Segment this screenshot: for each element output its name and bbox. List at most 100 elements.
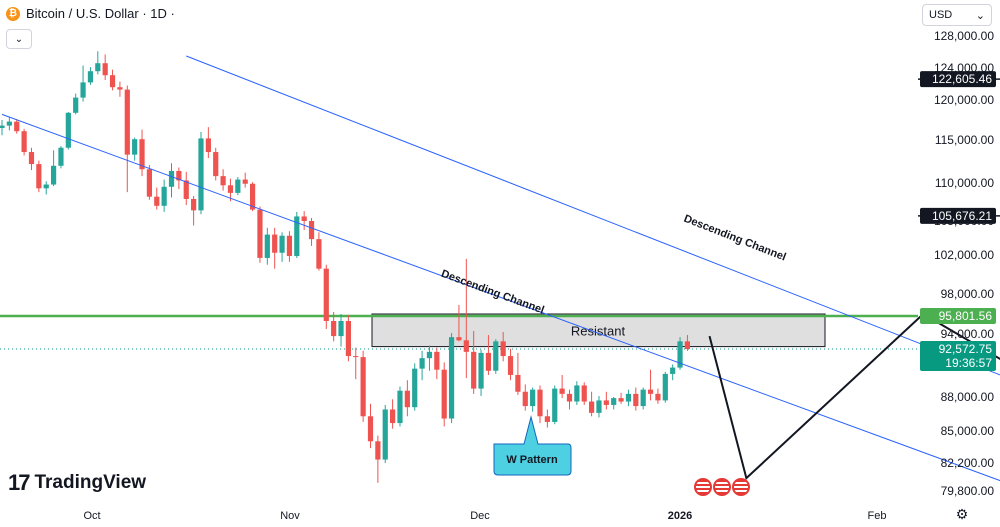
candle[interactable] bbox=[581, 385, 587, 402]
price-tag[interactable] bbox=[920, 207, 996, 224]
candle[interactable] bbox=[65, 112, 71, 148]
us-flag-icon[interactable] bbox=[713, 478, 731, 496]
candle[interactable] bbox=[264, 234, 270, 258]
candle[interactable] bbox=[257, 209, 263, 258]
candle[interactable] bbox=[95, 63, 101, 72]
candle[interactable] bbox=[323, 268, 329, 321]
candle[interactable] bbox=[36, 164, 42, 189]
settings-gear-icon[interactable]: ⚙ bbox=[955, 506, 969, 522]
candle[interactable] bbox=[441, 369, 447, 419]
us-flag-icon[interactable] bbox=[694, 478, 712, 496]
candle[interactable] bbox=[102, 63, 108, 76]
w-pattern-badge[interactable] bbox=[493, 415, 572, 476]
candle[interactable] bbox=[404, 390, 410, 408]
candle[interactable] bbox=[161, 186, 167, 206]
price-tag[interactable] bbox=[920, 71, 996, 88]
candle[interactable] bbox=[272, 234, 278, 253]
candle[interactable] bbox=[286, 235, 293, 256]
us-flag-icon[interactable] bbox=[732, 478, 750, 496]
candle[interactable] bbox=[419, 358, 425, 369]
candle[interactable] bbox=[544, 416, 550, 422]
candle[interactable] bbox=[375, 441, 381, 460]
candle[interactable] bbox=[294, 216, 300, 256]
channel-line[interactable] bbox=[1, 113, 1000, 495]
symbol-header[interactable]: ₿ Bitcoin / U.S. Dollar · 1D · bbox=[6, 6, 175, 21]
candle[interactable] bbox=[537, 389, 543, 417]
candle[interactable] bbox=[500, 341, 506, 357]
candle[interactable] bbox=[530, 389, 536, 407]
candle[interactable] bbox=[566, 393, 573, 402]
candle[interactable] bbox=[301, 216, 307, 221]
candle[interactable] bbox=[670, 367, 676, 374]
candle[interactable] bbox=[227, 185, 234, 193]
candle[interactable] bbox=[633, 393, 639, 407]
candle[interactable] bbox=[574, 385, 580, 402]
collapse-button[interactable]: ⌄ bbox=[6, 29, 32, 49]
candle[interactable] bbox=[448, 337, 455, 419]
candle[interactable] bbox=[662, 373, 668, 401]
candle[interactable] bbox=[146, 169, 152, 197]
candle[interactable] bbox=[456, 337, 462, 341]
candle[interactable] bbox=[117, 87, 123, 90]
candle[interactable] bbox=[493, 341, 499, 371]
price-tag[interactable] bbox=[920, 307, 996, 324]
channel-line[interactable] bbox=[186, 55, 1000, 446]
candle[interactable] bbox=[353, 356, 359, 358]
price-tag[interactable] bbox=[920, 340, 996, 371]
candle[interactable] bbox=[625, 393, 632, 402]
candle[interactable] bbox=[367, 416, 374, 442]
candle[interactable] bbox=[205, 138, 211, 153]
candle[interactable] bbox=[168, 170, 175, 187]
candle[interactable] bbox=[191, 198, 197, 211]
candle[interactable] bbox=[618, 398, 624, 402]
candle[interactable] bbox=[485, 352, 492, 371]
candle[interactable] bbox=[249, 183, 256, 210]
candle[interactable] bbox=[507, 356, 514, 375]
candle[interactable] bbox=[559, 388, 565, 394]
candle[interactable] bbox=[522, 391, 528, 407]
candle[interactable] bbox=[655, 393, 661, 401]
candle[interactable] bbox=[611, 398, 617, 405]
candle[interactable] bbox=[552, 388, 558, 422]
candle[interactable] bbox=[50, 165, 57, 185]
candle[interactable] bbox=[412, 368, 418, 408]
candle[interactable] bbox=[139, 139, 145, 170]
candle[interactable] bbox=[515, 374, 521, 392]
candle[interactable] bbox=[213, 152, 219, 177]
candle[interactable] bbox=[478, 352, 484, 389]
candle[interactable] bbox=[338, 321, 344, 337]
candle[interactable] bbox=[21, 131, 27, 153]
candle[interactable] bbox=[390, 409, 396, 424]
candle[interactable] bbox=[80, 82, 86, 98]
resistance-zone[interactable] bbox=[371, 313, 826, 348]
candle[interactable] bbox=[124, 89, 130, 155]
candle[interactable] bbox=[43, 184, 49, 189]
w-pattern-path[interactable] bbox=[708, 76, 1000, 481]
candle[interactable] bbox=[647, 389, 654, 394]
candle[interactable] bbox=[382, 409, 388, 460]
candle[interactable] bbox=[684, 341, 691, 349]
candle[interactable] bbox=[677, 341, 683, 368]
candle[interactable] bbox=[6, 121, 12, 126]
currency-select[interactable]: USD ⌄ bbox=[922, 4, 992, 26]
candle[interactable] bbox=[28, 152, 35, 165]
candle[interactable] bbox=[154, 196, 160, 206]
candle[interactable] bbox=[308, 221, 315, 240]
candle[interactable] bbox=[589, 401, 595, 413]
candle[interactable] bbox=[14, 121, 20, 132]
candle[interactable] bbox=[360, 357, 366, 417]
candle[interactable] bbox=[596, 400, 602, 413]
candle[interactable] bbox=[345, 321, 351, 357]
candle[interactable] bbox=[58, 147, 64, 166]
candle[interactable] bbox=[640, 389, 646, 407]
candle[interactable] bbox=[331, 321, 337, 337]
candle[interactable] bbox=[434, 351, 440, 370]
candle[interactable] bbox=[109, 75, 116, 88]
candle[interactable] bbox=[183, 180, 189, 199]
candle[interactable] bbox=[176, 170, 182, 181]
economic-events[interactable] bbox=[694, 478, 750, 496]
candle[interactable] bbox=[397, 390, 403, 424]
candle[interactable] bbox=[463, 340, 469, 352]
candle[interactable] bbox=[316, 239, 322, 269]
